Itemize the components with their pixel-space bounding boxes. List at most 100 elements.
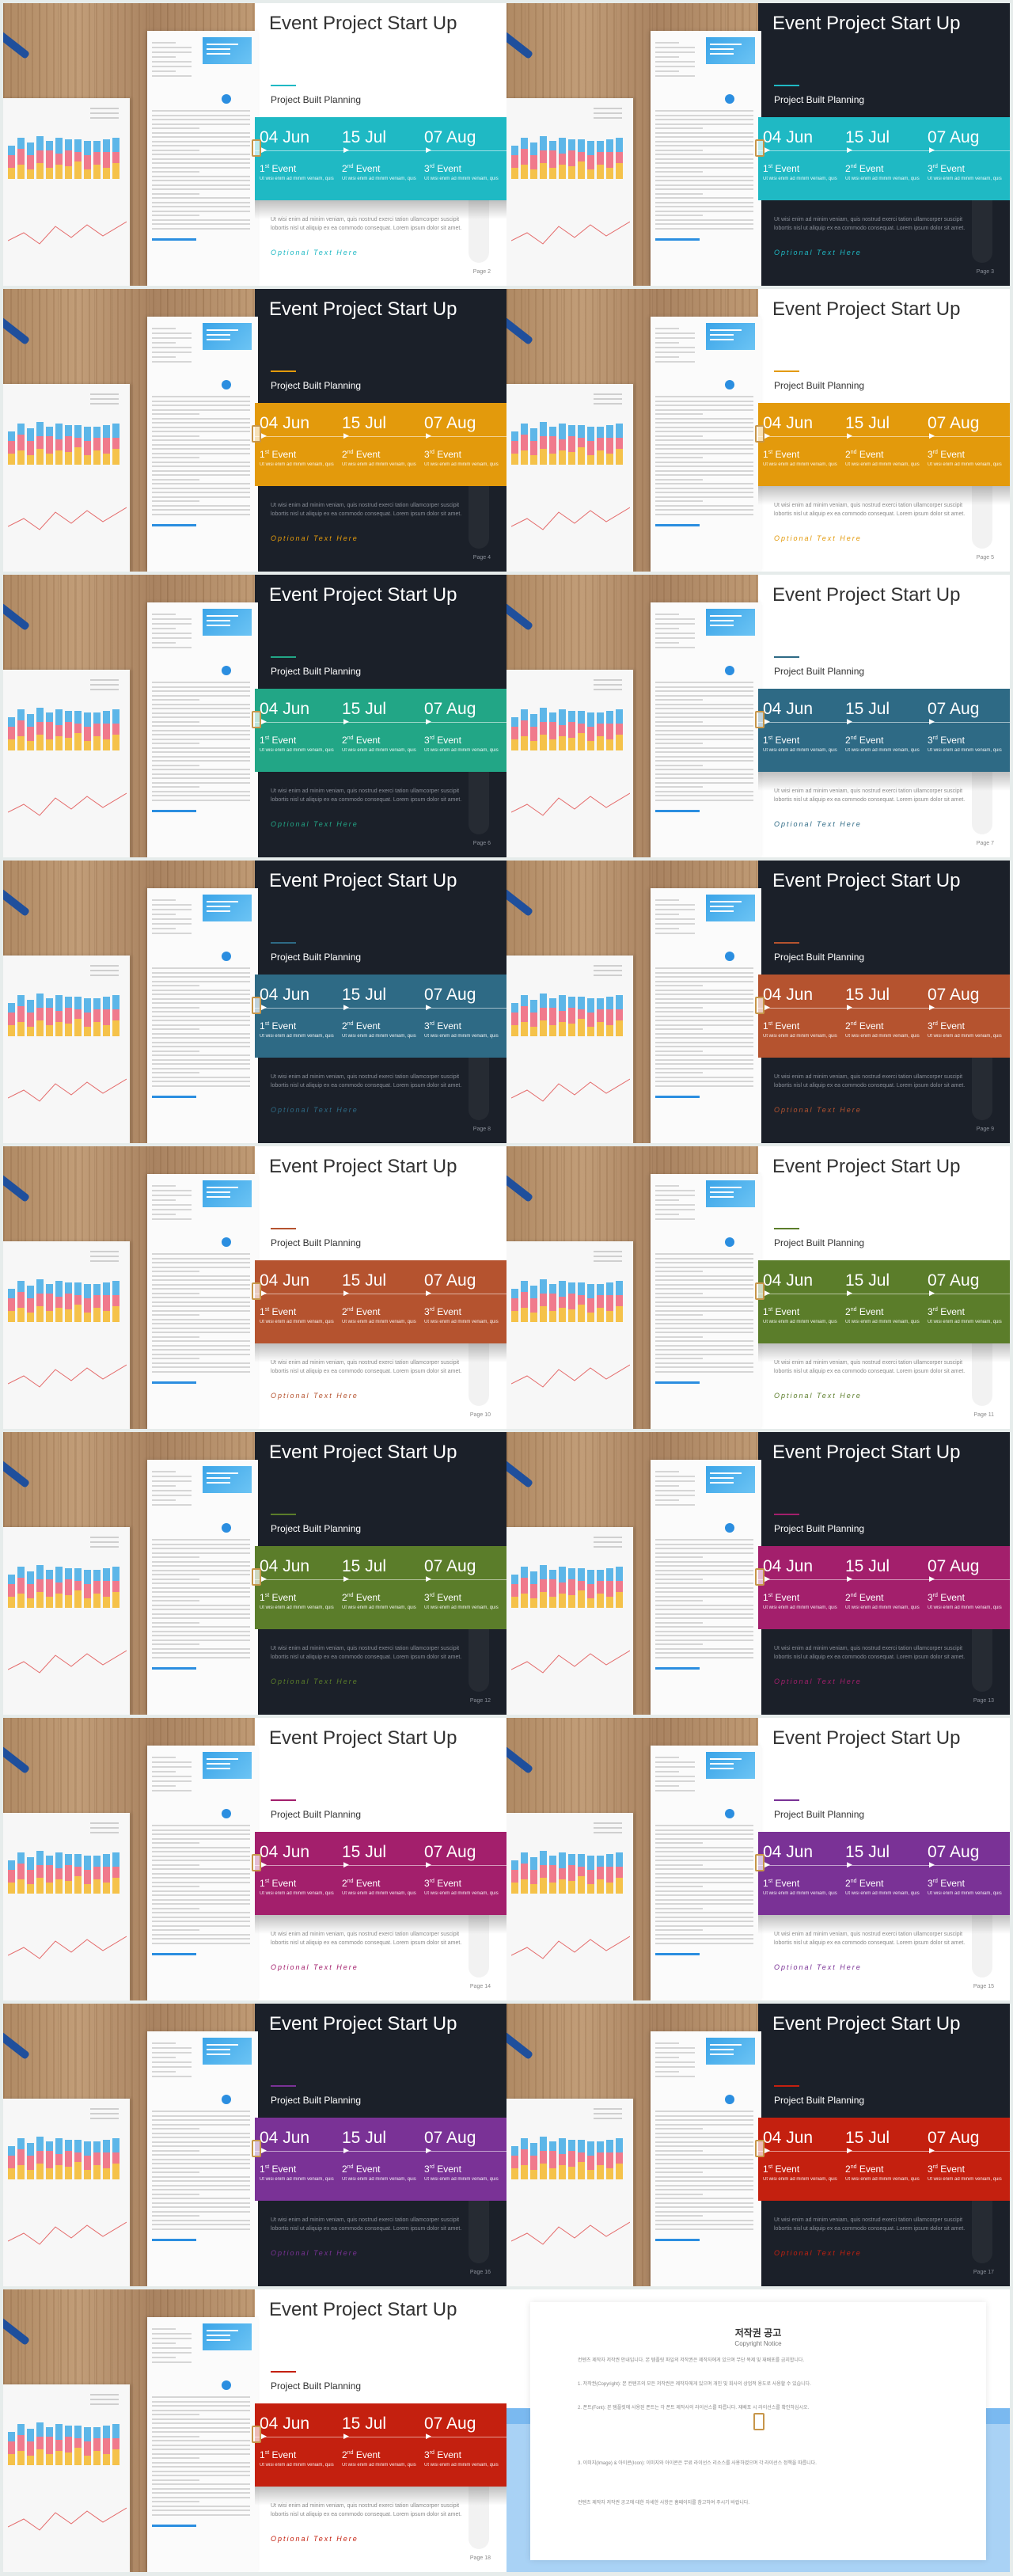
event-description: Ut wisi enim ad minim veniam, quis [260, 177, 334, 181]
timeline-event: 04 Jun ▶ 1st Event Ut wisi enim ad minim ve… [763, 975, 842, 1058]
bar-chart-paper [506, 1241, 633, 1429]
event-description: Ut wisi enim ad minim veniam, quis [845, 1605, 920, 1610]
play-arrow-icon: ▶ [847, 1860, 852, 1868]
event-description: Ut wisi enim ad minim veniam, quis [845, 1891, 920, 1896]
pen-image [506, 30, 534, 60]
timeline-event: 07 Aug ▶ 3rd Event Ut wisi enim ad minim ve… [424, 1546, 503, 1629]
slide-thumbnail[interactable]: Event Project Start Up Project Built Plan… [506, 3, 1010, 286]
document-paper [147, 1174, 258, 1429]
slide-thumbnail[interactable]: Event Project Start Up Project Built Plan… [3, 289, 506, 572]
event-description: Ut wisi enim ad minim veniam, quis [342, 177, 416, 181]
slide-title: Event Project Start Up [269, 2013, 457, 2035]
pen-image [3, 1459, 31, 1489]
page-number: Page 13 [973, 1698, 994, 1704]
title-accent-line [271, 2371, 296, 2373]
title-accent-line [774, 1228, 799, 1229]
slide-thumbnail[interactable]: Event Project Start Up Project Built Plan… [3, 3, 506, 286]
timeline-event: 15 Jul ▶ 2nd Event Ut wisi enim ad minim ve… [342, 2403, 421, 2487]
event-date: 15 Jul [342, 128, 387, 146]
timeline-event: 04 Jun ▶ 1st Event Ut wisi enim ad minim ve… [763, 403, 842, 486]
page-number: Page 11 [973, 1412, 994, 1418]
play-arrow-icon: ▶ [847, 1003, 852, 1011]
bar-chart-paper [3, 2099, 130, 2286]
event-name: 2nd Event [845, 2164, 884, 2175]
slide-thumbnail[interactable]: Event Project Start Up Project Built Plan… [3, 575, 506, 857]
event-description: Ut wisi enim ad minim veniam, quis [342, 2177, 416, 2182]
play-arrow-icon: ▶ [929, 146, 935, 154]
timeline-event: 07 Aug ▶ 3rd Event Ut wisi enim ad minim ve… [424, 975, 503, 1058]
timeline-band: 04 Jun ▶ 1st Event Ut wisi enim ad minim ve… [758, 403, 1010, 505]
document-paper [147, 602, 258, 857]
slide-thumbnail[interactable]: Event Project Start Up Project Built Plan… [3, 1146, 506, 1429]
slide-subtitle: Project Built Planning [271, 1237, 362, 1248]
event-date: 04 Jun [763, 2129, 814, 2147]
event-description: Ut wisi enim ad minim veniam, quis [342, 1605, 416, 1610]
timeline-event: 04 Jun ▶ 1st Event Ut wisi enim ad minim ve… [260, 2403, 339, 2487]
event-description: Ut wisi enim ad minim veniam, quis [342, 748, 416, 753]
event-date: 07 Aug [424, 986, 476, 1004]
event-description: Ut wisi enim ad minim veniam, quis [763, 1034, 837, 1039]
slide-thumbnail[interactable]: Event Project Start Up Project Built Plan… [3, 1718, 506, 2000]
copyright-slide[interactable]: 저작권 공고 Copyright Notice 컨텐츠 제작자 저작권 안내입니다.… [506, 2289, 1010, 2572]
timeline-band: 04 Jun ▶ 1st Event Ut wisi enim ad minim ve… [758, 1832, 1010, 1934]
event-date: 04 Jun [260, 128, 310, 146]
slide-subtitle: Project Built Planning [271, 2380, 362, 2392]
document-paper [651, 317, 761, 572]
slide-thumbnail[interactable]: Event Project Start Up Project Built Plan… [506, 575, 1010, 857]
copyright-title: 저작권 공고 [734, 2327, 782, 2339]
play-arrow-icon: ▶ [764, 1003, 770, 1011]
title-accent-line [774, 656, 799, 658]
timeline-event: 04 Jun ▶ 1st Event Ut wisi enim ad minim ve… [260, 117, 339, 200]
event-date: 07 Aug [424, 700, 476, 718]
play-arrow-icon: ▶ [426, 1575, 431, 1582]
play-arrow-icon: ▶ [764, 717, 770, 725]
event-description: Ut wisi enim ad minim veniam, quis [424, 177, 499, 181]
slide-subtitle: Project Built Planning [774, 666, 865, 677]
bookmark-tab-icon [252, 711, 261, 728]
event-date: 04 Jun [763, 414, 814, 432]
event-description: Ut wisi enim ad minim veniam, quis [260, 462, 334, 467]
play-arrow-icon: ▶ [343, 1860, 349, 1868]
timeline-line [255, 436, 506, 437]
slide-title: Event Project Start Up [269, 1442, 457, 1463]
slide-thumbnail[interactable]: Event Project Start Up Project Built Plan… [506, 1146, 1010, 1429]
slide-thumbnail[interactable]: Event Project Start Up Project Built Plan… [506, 1718, 1010, 2000]
desk-photo [506, 3, 761, 286]
body-text: Ut wisi enim ad minim veniam, quis nostr… [271, 503, 462, 517]
event-date: 07 Aug [928, 1271, 980, 1290]
slide-thumbnail[interactable]: Event Project Start Up Project Built Plan… [3, 2004, 506, 2286]
slide-thumbnail[interactable]: Event Project Start Up Project Built Plan… [506, 289, 1010, 572]
timeline-line [255, 1008, 506, 1009]
play-arrow-icon: ▶ [847, 146, 852, 154]
optional-text: Optional Text Here [774, 1392, 862, 1400]
event-name: 2nd Event [342, 2164, 381, 2175]
page-number: Page 2 [472, 269, 491, 275]
timeline-band: 04 Jun ▶ 1st Event Ut wisi enim ad minim ve… [255, 975, 506, 1058]
slide-thumbnail[interactable]: Event Project Start Up Project Built Plan… [506, 2004, 1010, 2286]
timeline-event: 15 Jul ▶ 2nd Event Ut wisi enim ad minim ve… [845, 2118, 924, 2201]
event-description: Ut wisi enim ad minim veniam, quis [928, 1605, 1002, 1610]
slide-thumbnail[interactable]: Event Project Start Up Project Built Plan… [506, 1432, 1010, 1715]
event-name: 1st Event [260, 1878, 297, 1889]
event-date: 07 Aug [424, 1271, 476, 1290]
slide-thumbnail[interactable]: Event Project Start Up Project Built Plan… [3, 1432, 506, 1715]
event-name: 2nd Event [845, 735, 884, 746]
slide-thumbnail[interactable]: Event Project Start Up Project Built Plan… [3, 2289, 506, 2572]
slide-title: Event Project Start Up [269, 298, 457, 320]
timeline-event: 15 Jul ▶ 2nd Event Ut wisi enim ad minim ve… [845, 1832, 924, 1915]
slide-thumbnail[interactable]: Event Project Start Up Project Built Plan… [506, 861, 1010, 1143]
event-description: Ut wisi enim ad minim veniam, quis [763, 1605, 837, 1610]
event-date: 07 Aug [424, 1843, 476, 1861]
timeline-band: 04 Jun ▶ 1st Event Ut wisi enim ad minim ve… [758, 975, 1010, 1058]
timeline-event: 04 Jun ▶ 1st Event Ut wisi enim ad minim ve… [763, 1832, 842, 1915]
optional-text: Optional Text Here [774, 1677, 862, 1685]
slide-thumbnail[interactable]: Event Project Start Up Project Built Plan… [3, 861, 506, 1143]
play-arrow-icon: ▶ [929, 2146, 935, 2154]
event-name: 1st Event [763, 163, 800, 174]
slide-title: Event Project Start Up [772, 1727, 961, 1749]
event-date: 07 Aug [928, 1843, 980, 1861]
bar-chart-paper [3, 98, 130, 286]
slide-title: Event Project Start Up [269, 870, 457, 891]
event-date: 15 Jul [845, 2129, 890, 2147]
body-text: Ut wisi enim ad minim veniam, quis nostr… [774, 2217, 966, 2232]
